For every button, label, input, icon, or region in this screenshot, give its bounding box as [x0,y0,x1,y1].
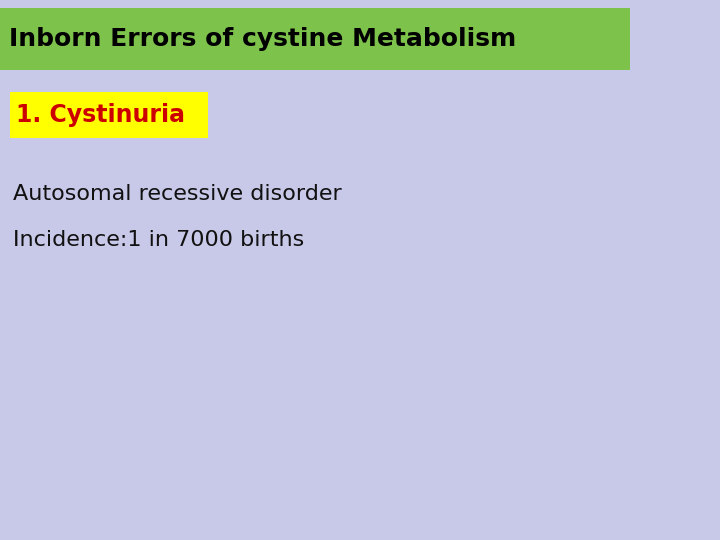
Text: 1. Cystinuria: 1. Cystinuria [16,103,185,127]
Text: Inborn Errors of cystine Metabolism: Inborn Errors of cystine Metabolism [9,27,516,51]
FancyBboxPatch shape [10,92,208,138]
Text: Autosomal recessive disorder: Autosomal recessive disorder [13,184,342,205]
Text: Incidence:1 in 7000 births: Incidence:1 in 7000 births [13,230,305,251]
FancyBboxPatch shape [0,8,630,70]
